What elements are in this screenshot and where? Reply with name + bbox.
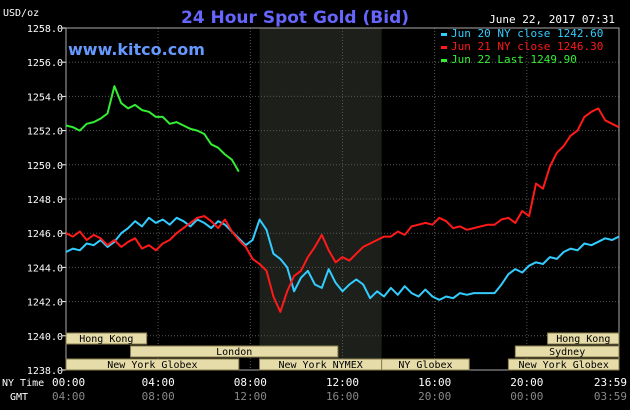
x-tick-label-gmt: 04:00 bbox=[52, 390, 85, 403]
series-line bbox=[65, 85, 240, 173]
session-label: New York Globex bbox=[519, 360, 609, 371]
session-bar bbox=[130, 345, 339, 358]
y-tick-label: 1250.0 bbox=[27, 161, 63, 172]
session-bar bbox=[381, 358, 470, 371]
x-tick-label-ny: 04:00 bbox=[142, 376, 175, 389]
x-tick-label-gmt: 12:00 bbox=[234, 390, 267, 403]
x-tick-label-ny: 20:00 bbox=[510, 376, 543, 389]
session-bar bbox=[507, 358, 620, 371]
chart-title: 24 Hour Spot Gold (Bid) bbox=[181, 8, 409, 28]
session-bar bbox=[65, 358, 240, 371]
y-tick-label: 1242.0 bbox=[27, 298, 63, 309]
y-tick-label: 1246.0 bbox=[27, 229, 63, 240]
y-tick-label: 1252.0 bbox=[27, 127, 63, 138]
legend-swatch bbox=[441, 59, 447, 62]
x-tick-label-gmt: 03:59 bbox=[594, 390, 627, 403]
session-bar bbox=[65, 332, 148, 345]
legend-label: Jun 21 NY close 1246.30 bbox=[451, 40, 603, 53]
x-row-label-ny: NY Time bbox=[2, 378, 44, 389]
x-tick-label-gmt: 20:00 bbox=[418, 390, 451, 403]
legend-swatch bbox=[441, 46, 447, 49]
x-tick-label-ny: 23:59 bbox=[594, 376, 627, 389]
session-label: New York NYMEX bbox=[278, 360, 362, 371]
watermark: www.kitco.com bbox=[68, 40, 205, 59]
y-tick-label: 1248.0 bbox=[27, 195, 63, 206]
legend-swatch bbox=[441, 33, 447, 36]
session-label: Hong Kong bbox=[556, 334, 610, 345]
y-unit-label: USD/oz bbox=[3, 8, 39, 19]
session-bar bbox=[514, 345, 620, 358]
session-label: New York Globex bbox=[107, 360, 197, 371]
series-line bbox=[65, 216, 620, 301]
y-tick-label: 1240.0 bbox=[27, 332, 63, 343]
legend-label: Jun 22 Last 1249.90 bbox=[451, 53, 577, 66]
x-tick-label-ny: 08:00 bbox=[234, 376, 267, 389]
x-tick-label-ny: 12:00 bbox=[326, 376, 359, 389]
y-tick-label: 1244.0 bbox=[27, 263, 63, 274]
legend-label: Jun 20 NY close 1242.60 bbox=[451, 27, 603, 40]
y-tick-label: 1254.0 bbox=[27, 92, 63, 103]
x-row-label-gmt: GMT bbox=[10, 392, 28, 403]
session-bar bbox=[547, 332, 620, 345]
x-tick-label-ny: 16:00 bbox=[418, 376, 451, 389]
session-label: London bbox=[216, 347, 252, 358]
x-tick-label-gmt: 00:00 bbox=[510, 390, 543, 403]
chart-timestamp: June 22, 2017 07:31 bbox=[489, 13, 615, 26]
session-label: Sydney bbox=[549, 347, 585, 358]
x-tick-label-gmt: 08:00 bbox=[142, 390, 175, 403]
session-label: Hong Kong bbox=[79, 334, 133, 345]
x-tick-label-gmt: 16:00 bbox=[326, 390, 359, 403]
y-tick-label: 1238.0 bbox=[27, 366, 63, 377]
series-line bbox=[65, 107, 620, 313]
y-tick-label: 1258.0 bbox=[27, 24, 63, 35]
x-tick-label-ny: 00:00 bbox=[52, 376, 85, 389]
session-label: NY Globex bbox=[398, 360, 452, 371]
y-tick-label: 1256.0 bbox=[27, 58, 63, 69]
